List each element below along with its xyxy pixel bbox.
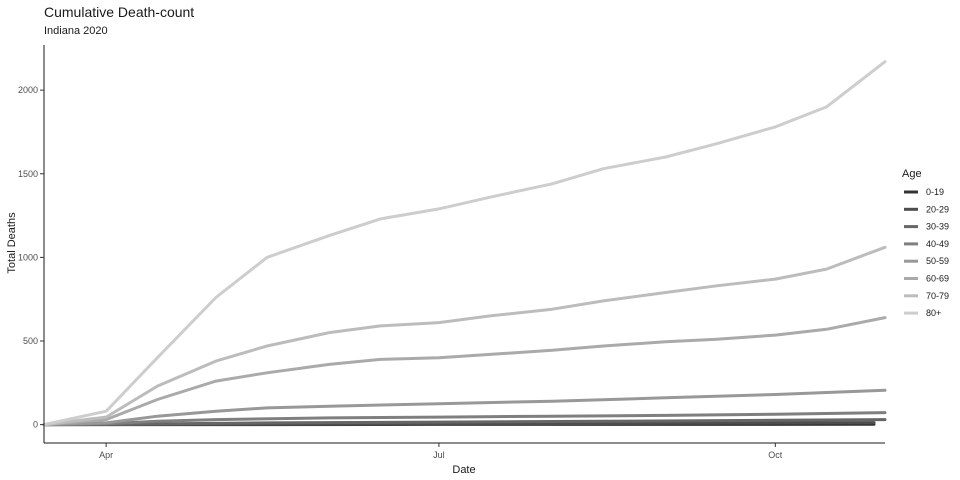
x-axis-title: Date — [452, 464, 475, 476]
legend-label-40-49: 40-49 — [926, 239, 949, 249]
series-line-40-49 — [42, 411, 887, 427]
x-tick-label: Oct — [768, 450, 783, 460]
y-tick-label: 2000 — [18, 85, 38, 95]
legend-label-50-59: 50-59 — [926, 256, 949, 266]
series-line-70-79 — [42, 245, 887, 427]
y-axis-title: Total Deaths — [6, 212, 18, 274]
chart-title: Cumulative Death-count — [44, 4, 194, 20]
series-line-80+ — [42, 60, 887, 427]
plot-area: Apr Jul Oct 0 500 1000 1500 2000 — [18, 45, 887, 460]
y-tick-label: 1500 — [18, 169, 38, 179]
legend-title: Age — [902, 168, 922, 180]
series-lines — [42, 60, 887, 427]
legend-label-70-79: 70-79 — [926, 291, 949, 301]
legend-items: 0-19 20-29 30-39 40-49 50-59 60-69 70-79 80+ — [904, 187, 949, 318]
x-axis-ticks: Apr Jul Oct — [99, 443, 783, 460]
y-axis-ticks: 0 500 1000 1500 2000 — [18, 85, 44, 430]
legend: Age 0-19 20-29 30-39 40-49 50-59 60-69 70-79 80… — [902, 168, 949, 318]
series-line-50-59 — [42, 388, 887, 427]
series-line-30-39 — [42, 418, 887, 427]
legend-label-0-19: 0-19 — [926, 187, 944, 197]
y-tick-label: 1000 — [18, 252, 38, 262]
y-tick-label: 0 — [33, 420, 38, 430]
legend-label-30-39: 30-39 — [926, 222, 949, 232]
chart-subtitle: Indiana 2020 — [44, 25, 108, 37]
y-tick-label: 500 — [23, 336, 38, 346]
series-line-60-69 — [42, 316, 887, 427]
x-tick-label: Apr — [99, 450, 113, 460]
legend-label-20-29: 20-29 — [926, 204, 949, 214]
legend-label-60-69: 60-69 — [926, 274, 949, 284]
legend-label-80+: 80+ — [926, 308, 941, 318]
x-tick-label: Jul — [433, 450, 445, 460]
